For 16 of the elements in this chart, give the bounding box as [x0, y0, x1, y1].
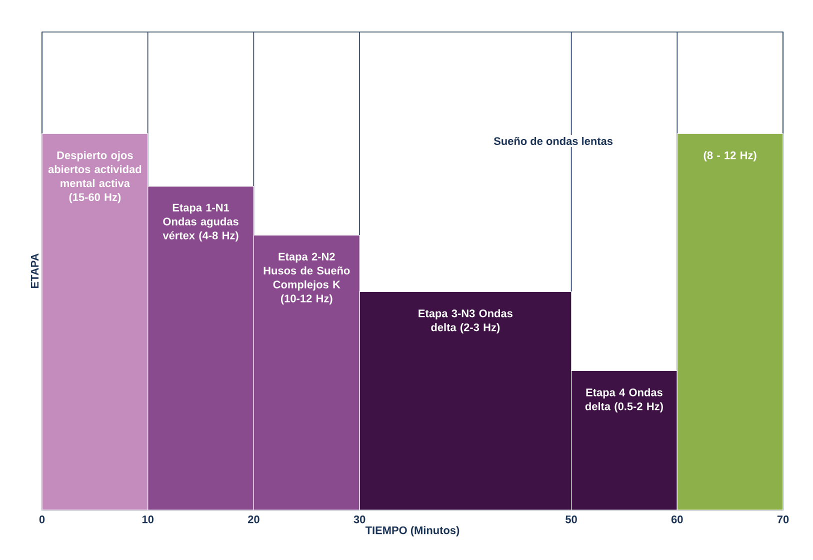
x-tick-label: 20: [248, 516, 260, 524]
annotation: Etapa 2-N2 Husos de Sueño Complejos K (10-12 Hz): [264, 252, 350, 305]
x-tick-label: 50: [566, 516, 577, 524]
x-tick-label: 30: [354, 516, 366, 524]
x-tick-label: 0: [39, 516, 45, 524]
annotation: Etapa 3-N3 Ondas delta (2-3 Hz): [418, 309, 512, 334]
annotation: Etapa 4 Ondas delta (0.5-2 Hz): [585, 388, 663, 412]
annotation: Despierto ojos abiertos actividad mental activa (15-60 Hz): [48, 151, 142, 204]
annotation: (8 - 12 Hz): [704, 151, 756, 162]
annotation: Sueño de ondas lentas: [494, 136, 613, 146]
x-tick-label: 60: [671, 516, 683, 524]
annotation: Etapa 1-N1 Ondas agudas vértex (4-8 Hz): [162, 204, 238, 242]
x-tick-label: 70: [777, 516, 789, 524]
x-tick-label: 10: [142, 516, 154, 524]
y-axis-title: ETAPA: [30, 254, 38, 288]
x-axis-title: TIEMPO (Minutos): [365, 526, 460, 536]
